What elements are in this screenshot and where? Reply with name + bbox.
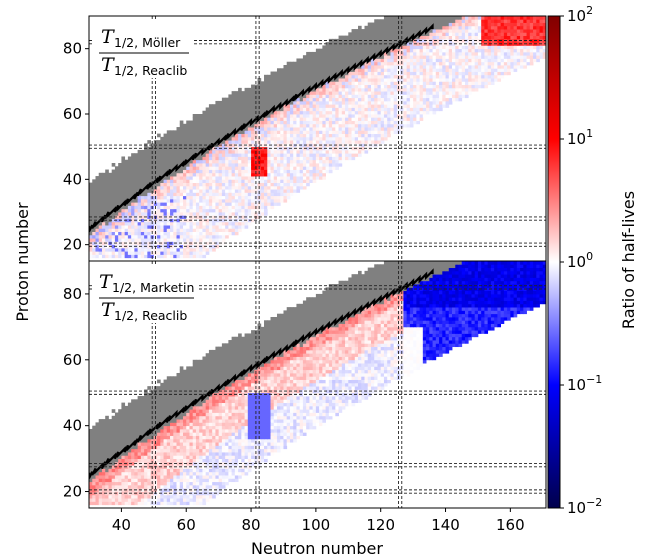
y-tick-label: 80 (63, 40, 82, 58)
y-tick-label: 60 (63, 105, 82, 123)
colorbar-tick-label: 101 (567, 127, 593, 148)
y-tick-label: 20 (63, 236, 82, 254)
bottom-label-denominator-T: T (101, 299, 115, 321)
top-panel-ratio-label: T 1/2, Möller T 1/2, Reaclib (94, 20, 194, 78)
x-axis-label: Neutron number (251, 539, 383, 558)
bottom-panel-frame (88, 260, 547, 509)
bottom-panel-ratio-label: T 1/2, Marketin T 1/2, Reaclib (94, 265, 199, 323)
y-tick-label: 60 (63, 351, 82, 369)
colorbar-tick-label: 102 (567, 4, 593, 25)
top-label-denominator-sub: 1/2, Reaclib (114, 63, 187, 78)
x-tick-label: 120 (366, 516, 395, 534)
y-tick-label: 80 (63, 285, 82, 303)
bottom-panel-y-ticks: 20 40 60 80 (63, 285, 89, 501)
bottom-label-numerator-sub: 1/2, Marketin (112, 280, 194, 295)
top-panel-y-ticks: 20 40 60 80 (63, 40, 89, 254)
colorbar-ticks: 102 101 100 10−1 10−2 (560, 4, 602, 517)
y-tick-label: 40 (63, 417, 82, 435)
x-tick-label: 60 (177, 516, 196, 534)
x-tick-label: 80 (242, 516, 261, 534)
x-tick-label: 40 (112, 516, 131, 534)
bottom-label-numerator-T: T (99, 271, 113, 293)
top-label-numerator-sub: 1/2, Möller (114, 35, 181, 50)
y-tick-label: 40 (63, 170, 82, 188)
y-axis-label: Proton number (13, 202, 32, 322)
colorbar-label: Ratio of half-lives (619, 191, 638, 329)
bottom-panel-heatmap (89, 261, 546, 508)
top-label-denominator-T: T (101, 54, 115, 76)
x-ticks: 40 60 80 100 120 140 160 (112, 508, 525, 534)
x-tick-label: 140 (431, 516, 460, 534)
x-tick-label: 160 (496, 516, 525, 534)
top-label-numerator-T: T (101, 26, 115, 48)
x-tick-label: 100 (302, 516, 331, 534)
colorbar-tick-label: 10−2 (567, 496, 602, 517)
colorbar-tick-label: 100 (567, 250, 593, 271)
colorbar-tick-label: 10−1 (567, 373, 602, 394)
colorbar (547, 15, 561, 509)
y-tick-label: 20 (63, 483, 82, 501)
bottom-label-denominator-sub: 1/2, Reaclib (114, 308, 187, 323)
